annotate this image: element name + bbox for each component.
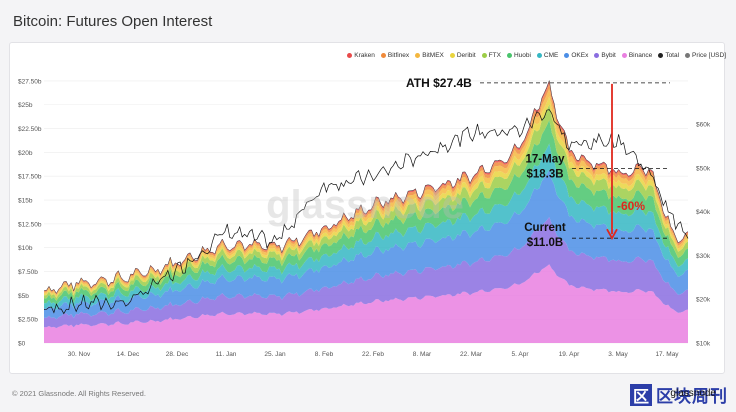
price-line bbox=[43, 109, 689, 315]
total-line bbox=[43, 79, 689, 294]
y-tick-label: $22.50b bbox=[18, 126, 42, 133]
current-annotation-label: Current bbox=[524, 222, 566, 234]
legend-label: Total bbox=[665, 52, 680, 59]
area-series-binance bbox=[44, 264, 688, 343]
x-tick-label: 22. Feb bbox=[362, 351, 384, 358]
legend-item[interactable]: Bitfinex bbox=[380, 52, 410, 59]
legend-item[interactable]: Total bbox=[658, 52, 679, 59]
x-tick-label: 22. Mar bbox=[460, 351, 483, 358]
y-tick-label: $25b bbox=[18, 102, 33, 109]
legend-label: Price [USD] bbox=[692, 52, 726, 59]
x-tick-label: 3. May bbox=[608, 351, 628, 358]
y-tick-label: $10b bbox=[18, 245, 33, 252]
y-tick-label: $20b bbox=[18, 150, 33, 157]
legend-dot-icon bbox=[449, 53, 455, 58]
y-tick-label: $5b bbox=[18, 293, 29, 300]
area-series-okex bbox=[44, 169, 688, 320]
y-tick-label: $7.50b bbox=[18, 269, 38, 276]
area-series-bitmex bbox=[44, 88, 688, 297]
x-tick-label: 5. Apr bbox=[512, 351, 530, 358]
y2-tick-label: $30k bbox=[696, 253, 711, 260]
area-series-kraken bbox=[44, 80, 688, 294]
x-tick-label: 25. Jan bbox=[264, 351, 286, 358]
area-series-huobi bbox=[44, 119, 688, 306]
x-tick-label: 30. Nov bbox=[68, 351, 91, 358]
area-series-cme bbox=[44, 143, 688, 311]
legend-item[interactable]: Kraken bbox=[347, 52, 375, 59]
area-series-ftx bbox=[44, 104, 688, 301]
brand-text: 区块周刊 bbox=[656, 387, 728, 406]
x-tick-label: 8. Feb bbox=[315, 351, 334, 358]
legend-item[interactable]: Binance bbox=[621, 52, 653, 59]
area-series-bitfinex bbox=[44, 83, 688, 295]
legend-label: FTX bbox=[488, 52, 501, 59]
drop-arrow-head-icon bbox=[606, 228, 618, 241]
legend-label: CME bbox=[543, 52, 559, 59]
y2-tick-label: $20k bbox=[696, 297, 711, 304]
y-tick-label: $15b bbox=[18, 198, 33, 205]
brand-logo-icon: 区 bbox=[630, 383, 652, 406]
y2-tick-label: $60k bbox=[696, 122, 711, 129]
legend-item[interactable]: FTX bbox=[481, 52, 501, 59]
y-tick-label: $2.50b bbox=[18, 317, 38, 324]
x-tick-label: 19. Apr bbox=[559, 351, 580, 358]
y2-tick-label: $40k bbox=[696, 209, 711, 216]
legend-item[interactable]: Bybit bbox=[594, 52, 616, 59]
legend-dot-icon bbox=[658, 53, 664, 58]
x-tick-label: 14. Dec bbox=[117, 351, 140, 358]
y2-tick-label: $10k bbox=[696, 341, 711, 348]
legend-label: OKEx bbox=[571, 52, 589, 59]
legend-label: Binance bbox=[628, 52, 653, 59]
legend-dot-icon bbox=[380, 53, 386, 58]
may17-annotation-value: $18.3B bbox=[526, 169, 563, 181]
legend-label: Bitfinex bbox=[387, 52, 410, 59]
y-tick-label: $17.50b bbox=[18, 174, 42, 181]
may17-annotation-date: 17-May bbox=[526, 154, 566, 166]
legend-dot-icon bbox=[415, 53, 421, 58]
legend-label: Bybit bbox=[601, 52, 616, 59]
area-series-deribit bbox=[44, 96, 688, 298]
y-tick-label: $12.50b bbox=[18, 221, 42, 228]
legend-label: Deribit bbox=[456, 52, 476, 59]
legend-dot-icon bbox=[536, 53, 542, 58]
glassnode-watermark: glassnode bbox=[266, 183, 464, 227]
page-title: Bitcoin: Futures Open Interest bbox=[13, 13, 213, 30]
legend-item[interactable]: CME bbox=[536, 52, 559, 59]
drop-percent-label: -60% bbox=[617, 199, 645, 213]
legend-item[interactable]: Price [USD] bbox=[685, 52, 726, 59]
x-tick-label: 11. Jan bbox=[216, 351, 237, 358]
ath-annotation: ATH $27.4B bbox=[406, 76, 472, 90]
current-annotation-value: $11.0B bbox=[527, 237, 563, 249]
legend-dot-icon bbox=[621, 53, 627, 58]
legend-dot-icon bbox=[347, 53, 353, 58]
legend-dot-icon bbox=[685, 53, 691, 58]
legend-dot-icon bbox=[564, 53, 570, 58]
legend-item[interactable]: OKEx bbox=[564, 52, 588, 59]
legend-label: Huobi bbox=[513, 52, 531, 59]
legend-dot-icon bbox=[481, 53, 487, 58]
area-series-bybit bbox=[44, 217, 688, 329]
y2-tick-label: $50k bbox=[696, 165, 711, 172]
legend-label: BitMEX bbox=[422, 52, 444, 59]
legend-item[interactable]: Deribit bbox=[449, 52, 476, 59]
x-tick-label: 17. May bbox=[655, 351, 679, 358]
legend-dot-icon bbox=[594, 53, 600, 58]
legend-item[interactable]: BitMEX bbox=[415, 52, 444, 59]
x-tick-label: 8. Mar bbox=[413, 351, 432, 358]
brand-small-text: glassnode bbox=[670, 388, 716, 399]
legend-label: Kraken bbox=[354, 52, 375, 59]
legend-dot-icon bbox=[506, 53, 512, 58]
brand-watermark: 区 区块周刊 glassnode bbox=[630, 382, 728, 407]
y-tick-label: $0 bbox=[18, 341, 26, 348]
x-tick-label: 28. Dec bbox=[166, 351, 189, 358]
legend-item[interactable]: Huobi bbox=[506, 52, 531, 59]
chart-legend: Kraken Bitfinex BitMEX Deribit FTX Huobi CME OK… bbox=[347, 52, 726, 59]
copyright-footer: © 2021 Glassnode. All Rights Reserved. bbox=[12, 389, 146, 398]
y-tick-label: $27.50b bbox=[18, 78, 42, 85]
